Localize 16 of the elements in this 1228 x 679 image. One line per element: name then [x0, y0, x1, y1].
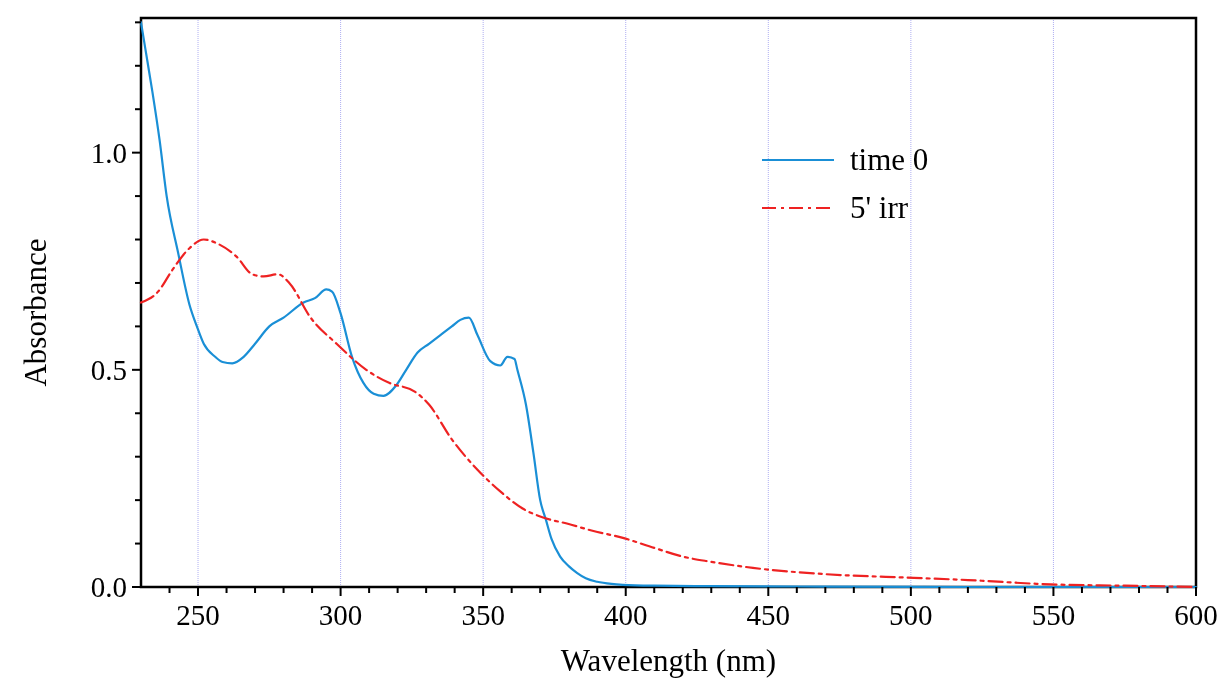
line-series — [139, 21, 1198, 589]
y-tick-label: 0.5 — [90, 353, 127, 386]
x-axis-title: Wavelength (nm) — [560, 643, 777, 678]
x-tick-label: 350 — [461, 599, 505, 631]
x-tick-label: 600 — [1174, 599, 1218, 631]
x-tick-label: 400 — [603, 599, 648, 631]
x-tick-label: 300 — [318, 599, 363, 631]
y-tick-label: 0.0 — [90, 571, 127, 603]
legend-label: 5' irr — [850, 190, 909, 225]
legend-label: time 0 — [850, 142, 929, 177]
x-tick-label: 550 — [1031, 599, 1076, 631]
x-tick-label: 450 — [746, 599, 791, 631]
x-tick-label: 250 — [176, 599, 220, 631]
x-tick-label: 500 — [889, 599, 933, 631]
y-tick-label: 1.0 — [90, 136, 127, 169]
y-axis-title: Absorbance — [18, 238, 53, 387]
